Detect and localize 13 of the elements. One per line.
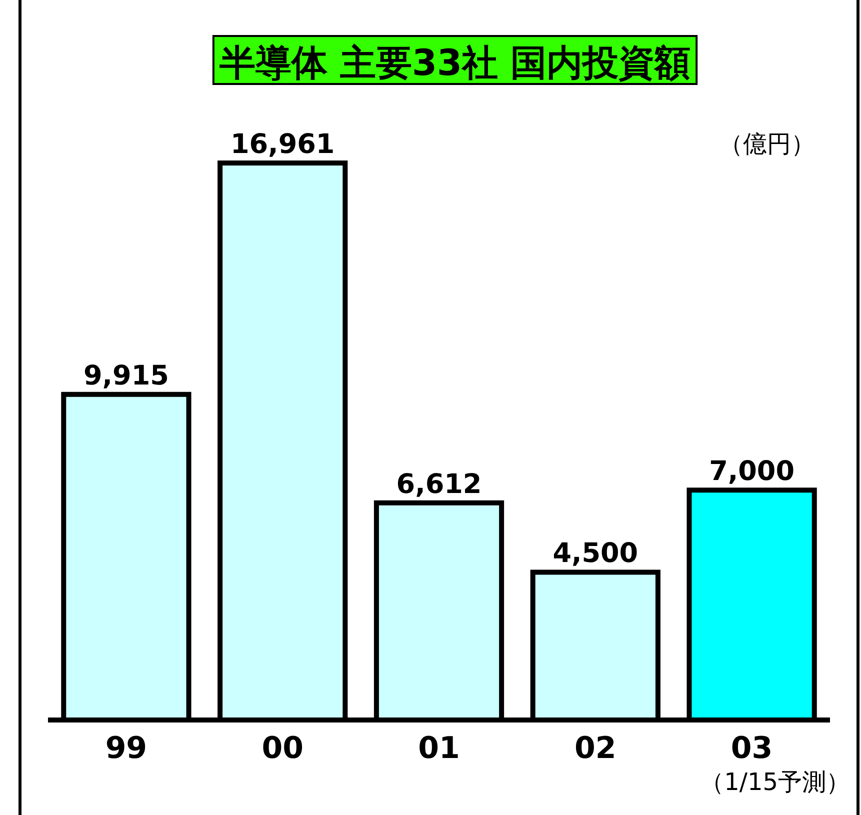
x-tick-label: 03 — [730, 731, 773, 766]
data-label: 9,915 — [83, 360, 169, 392]
x-tick-label: 00 — [262, 731, 304, 766]
x-tick-label: 99 — [105, 731, 148, 766]
chart-title: 半導体 主要33社 国内投資額 — [219, 43, 691, 84]
data-label: 6,612 — [396, 468, 482, 500]
data-label: 16,961 — [230, 129, 335, 160]
text: （1/15予測） — [700, 768, 850, 796]
data-label: 4,500 — [552, 538, 638, 570]
text: （億円） — [719, 130, 815, 158]
data-label: 7,000 — [709, 456, 795, 488]
x-tick-label: 01 — [418, 731, 460, 766]
x-tick-label: 02 — [574, 731, 616, 766]
